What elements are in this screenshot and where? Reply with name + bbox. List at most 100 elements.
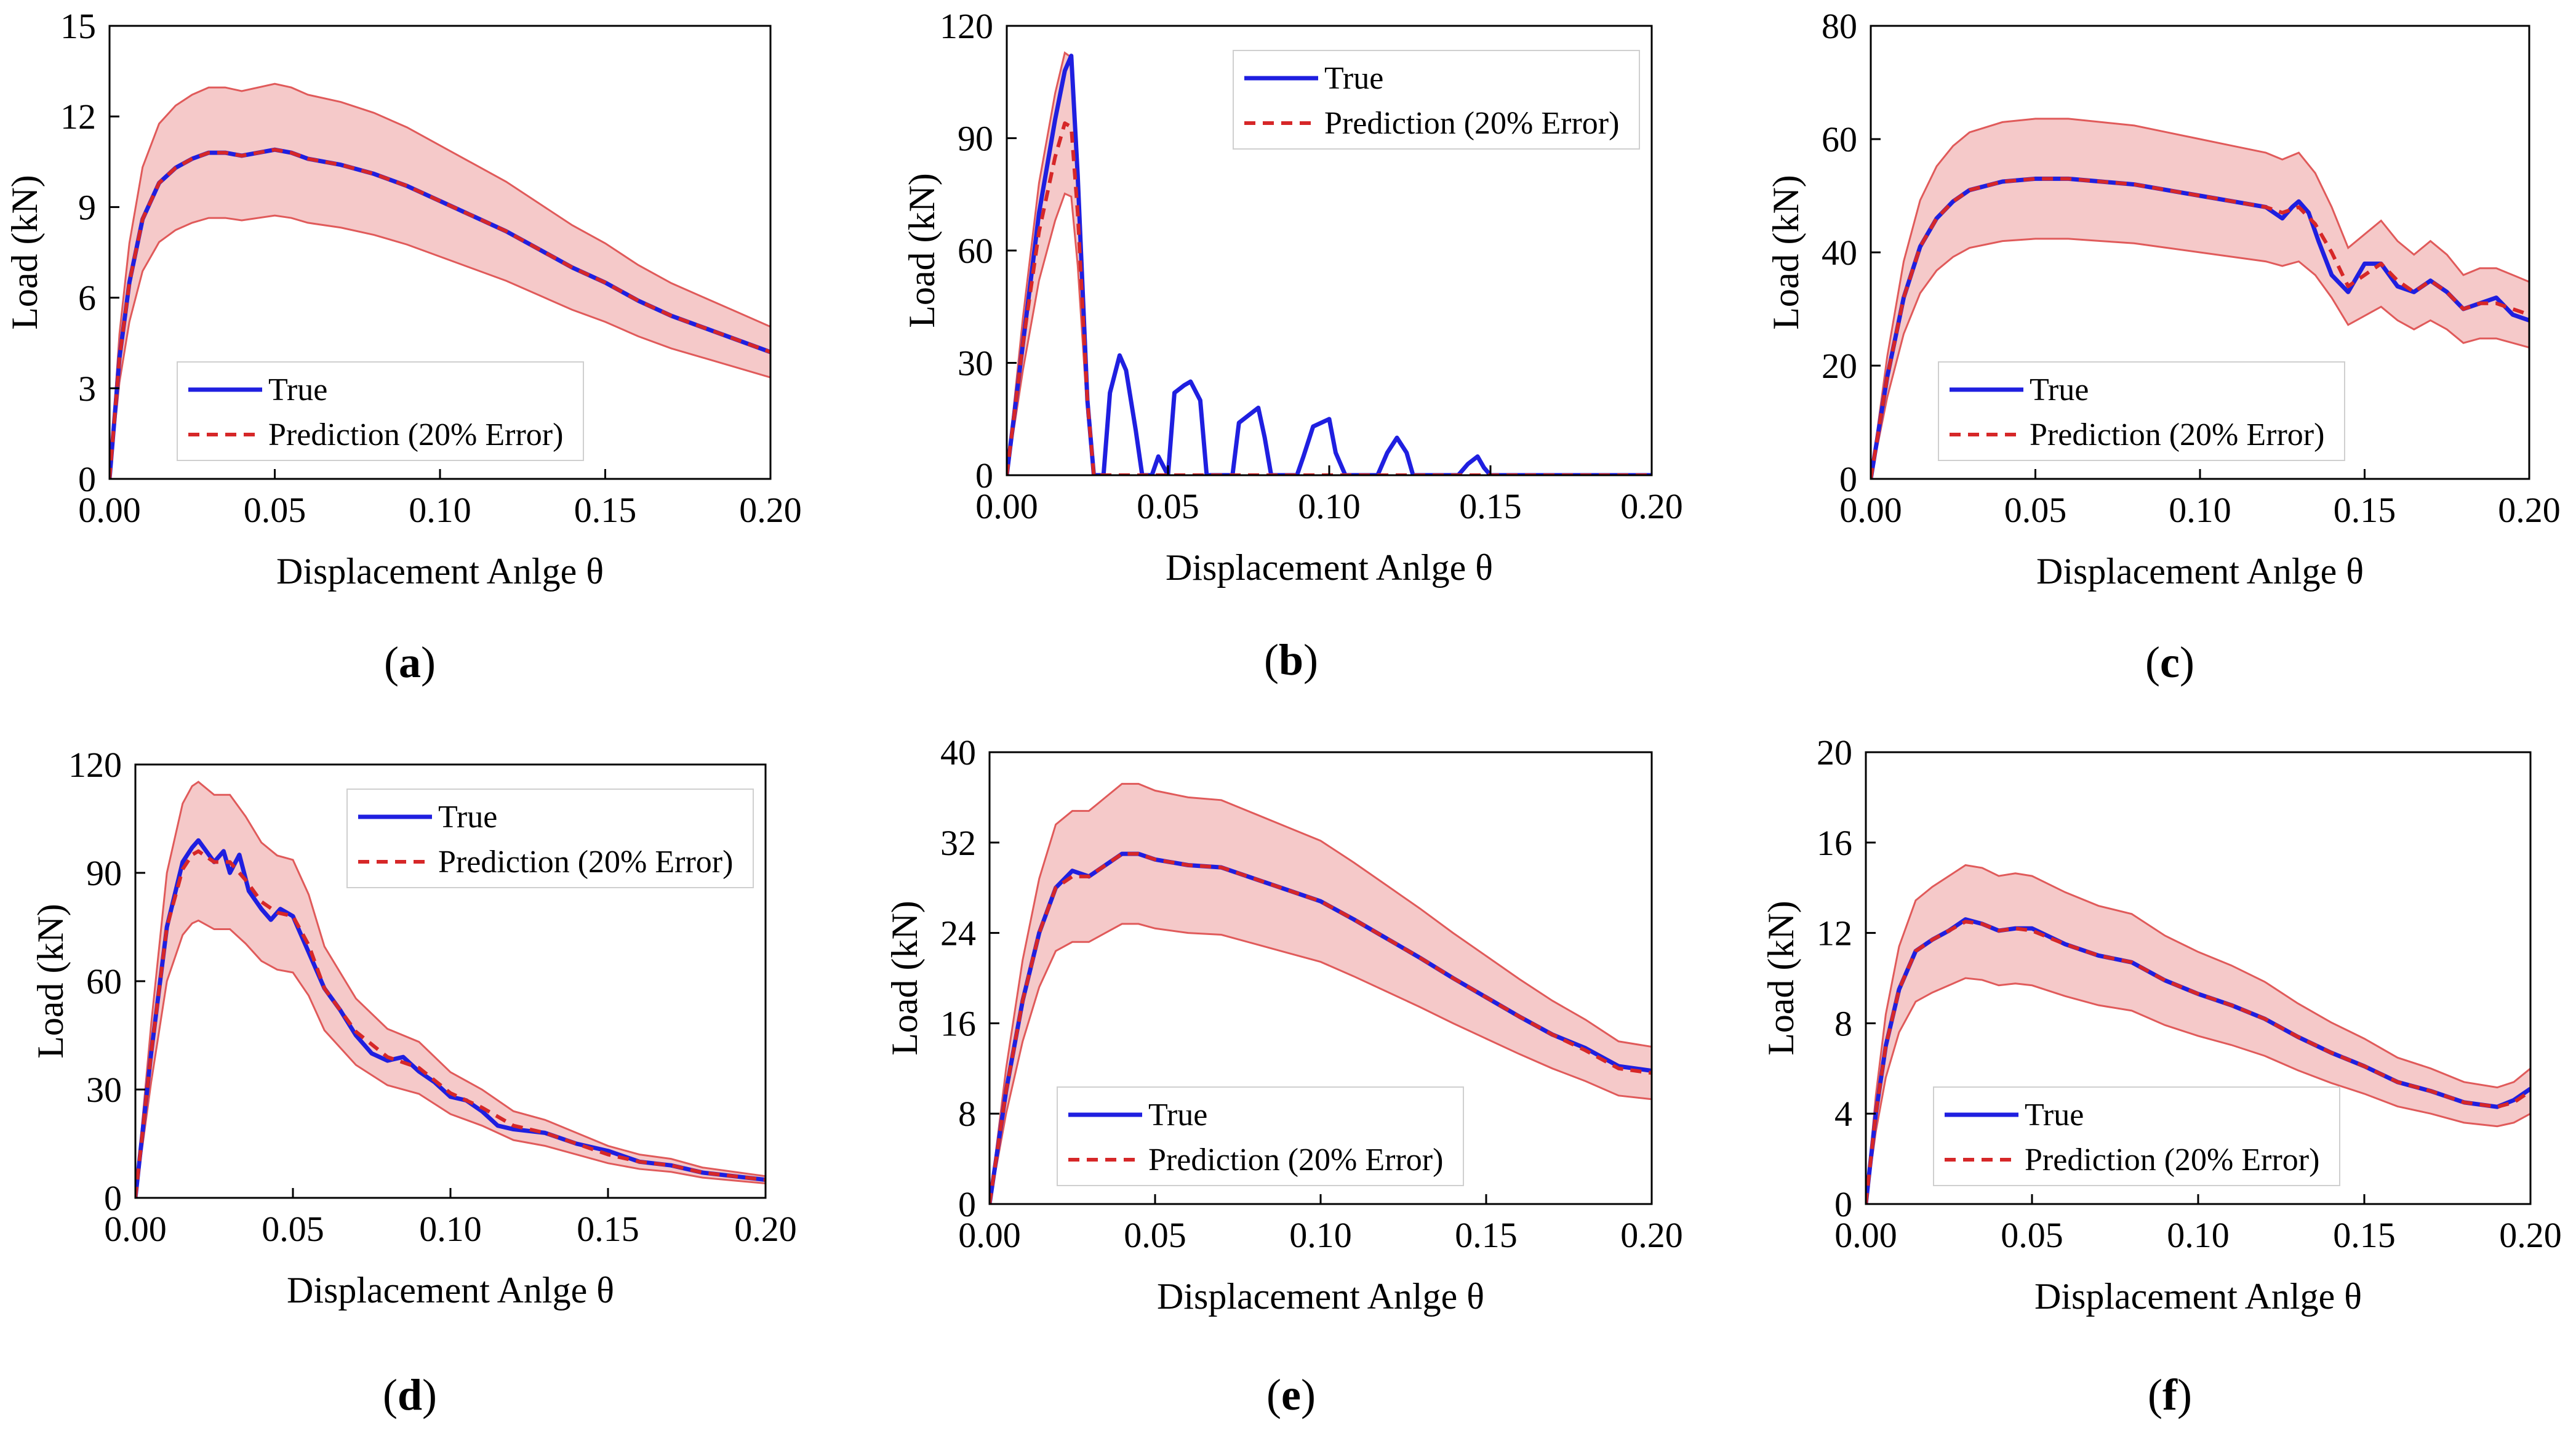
error-band	[1871, 118, 2529, 479]
error-band-lower	[1007, 192, 1652, 475]
y-tick-label: 0	[1839, 459, 1857, 499]
panel-label-close: )	[422, 1370, 437, 1419]
chart-panel-d: 0.00 0.05 0.10 0.15 0.20 0 30 60 90 120 Displaceme…	[30, 745, 797, 1419]
y-tick-label: 8	[1834, 1003, 1852, 1043]
y-tick-label: 6	[78, 278, 96, 318]
panel-label: (c)	[2145, 638, 2194, 687]
legend: True Prediction (20% Error)	[346, 789, 754, 888]
y-tick-label: 24	[940, 913, 976, 953]
x-axis-title: Displacement Anlge θ	[1157, 1276, 1484, 1317]
x-axis-title: Displacement Anlge θ	[276, 551, 604, 592]
error-band-lower	[110, 214, 770, 479]
y-tick-label: 60	[1822, 119, 1857, 159]
x-axis-title: Displacement Anlge θ	[2034, 1276, 2362, 1317]
legend: True Prediction (20% Error)	[1933, 1086, 2340, 1186]
legend-label-prediction: Prediction (20% Error)	[1324, 106, 1619, 141]
y-tick-label: 0	[104, 1178, 122, 1218]
panel-label: (b)	[1264, 635, 1318, 684]
y-tick-label: 12	[60, 97, 96, 137]
y-tick-label: 15	[60, 6, 96, 46]
y-tick-label: 30	[86, 1070, 122, 1110]
panel-label-letter: b	[1279, 635, 1303, 684]
y-tick-label: 0	[1834, 1184, 1852, 1224]
legend-label-true: True	[2025, 1098, 2084, 1133]
legend-label-prediction: Prediction (20% Error)	[438, 845, 733, 880]
error-band-upper	[135, 781, 766, 1198]
chart-panel-f: 0.00 0.05 0.10 0.15 0.20 0 4 8 12 16 20 Displacemen…	[1761, 733, 2562, 1419]
series-line-true	[1007, 54, 1652, 475]
legend: True Prediction (20% Error)	[177, 361, 584, 461]
x-tick-label: 0.10	[409, 490, 471, 530]
series-line-prediction	[990, 852, 1652, 1204]
y-tick-label: 32	[940, 823, 976, 863]
y-tick-label: 60	[86, 961, 122, 1001]
y-tick-label: 120	[68, 745, 122, 785]
y-tick-label: 0	[958, 1184, 976, 1224]
chart-panel-c: 0.00 0.05 0.10 0.15 0.20 0 20 40 60 80 Displacemen…	[1766, 6, 2561, 687]
legend-label-prediction: Prediction (20% Error)	[268, 417, 563, 452]
error-band-upper	[110, 82, 770, 479]
y-axis-title: Load (kN)	[1761, 901, 1801, 1056]
y-tick-label: 9	[78, 187, 96, 227]
x-tick-label: 0.20	[1620, 1215, 1683, 1255]
error-band-lower	[1866, 977, 2530, 1204]
legend-box	[1933, 1086, 2340, 1186]
y-tick-label: 0	[78, 459, 96, 499]
x-tick-label: 0.00	[958, 1215, 1021, 1255]
y-tick-label: 0	[975, 456, 993, 496]
x-tick-label: 0.15	[574, 490, 637, 530]
x-tick-label: 0.15	[577, 1209, 639, 1249]
panel-label: (e)	[1266, 1370, 1316, 1419]
panel-label-open: (	[2148, 1370, 2162, 1419]
panel-label-letter: f	[2162, 1370, 2178, 1419]
y-tick-label: 40	[1822, 233, 1857, 273]
x-tick-label: 0.05	[262, 1209, 324, 1249]
error-band-lower	[1871, 238, 2529, 479]
x-tick-label: 0.10	[2169, 490, 2231, 530]
series-line-prediction	[1871, 177, 2529, 479]
x-tick-label: 0.00	[1839, 490, 1902, 530]
x-tick-label: 0.05	[244, 490, 306, 530]
y-tick-label: 120	[940, 6, 993, 46]
error-band	[135, 782, 766, 1198]
panel-label-open: (	[1264, 635, 1279, 684]
x-tick-label: 0.15	[2333, 1215, 2396, 1255]
x-tick-label: 0.15	[2334, 490, 2396, 530]
legend-box	[1233, 50, 1640, 150]
y-axis-title: Load (kN)	[1766, 175, 1806, 330]
legend-label-true: True	[438, 800, 497, 835]
y-tick-label: 40	[940, 733, 976, 773]
y-tick-label: 16	[1817, 823, 1852, 863]
panel-label-close: )	[421, 638, 436, 687]
legend-label-prediction: Prediction (20% Error)	[1148, 1142, 1443, 1178]
panel-label-open: (	[2145, 638, 2160, 687]
y-axis-title: Load (kN)	[30, 904, 71, 1059]
panel-label-letter: a	[399, 638, 421, 687]
y-tick-label: 30	[958, 343, 993, 383]
x-tick-label: 0.00	[975, 486, 1038, 526]
y-tick-label: 90	[86, 853, 122, 893]
series-line-prediction	[1866, 920, 2530, 1204]
y-tick-label: 4	[1834, 1094, 1852, 1134]
y-axis-title: Load (kN)	[902, 173, 942, 328]
series-line-prediction	[1007, 121, 1652, 475]
error-band-upper	[1871, 118, 2529, 479]
panel-label-close: )	[1301, 1370, 1316, 1419]
legend-label-true: True	[1148, 1098, 1207, 1133]
legend-label-true: True	[2030, 372, 2089, 407]
panel-label-open: (	[1266, 1370, 1281, 1419]
legend-label-true: True	[268, 372, 327, 407]
error-band	[110, 84, 770, 479]
x-tick-label: 0.10	[1298, 486, 1361, 526]
error-band-lower	[135, 919, 766, 1198]
y-tick-label: 20	[1817, 733, 1852, 773]
x-tick-label: 0.20	[734, 1209, 797, 1249]
legend-label-true: True	[1324, 61, 1383, 96]
x-axis-title: Displacement Anlge θ	[287, 1270, 614, 1311]
series-line-prediction	[135, 849, 766, 1198]
legend-box	[1057, 1086, 1464, 1186]
chart-panel-a: 0.00 0.05 0.10 0.15 0.20 0 3 6 9 12 15 Displacement…	[4, 6, 802, 687]
x-axis-title: Displacement Anlge θ	[1166, 547, 1493, 588]
x-tick-label: 0.15	[1455, 1215, 1518, 1255]
